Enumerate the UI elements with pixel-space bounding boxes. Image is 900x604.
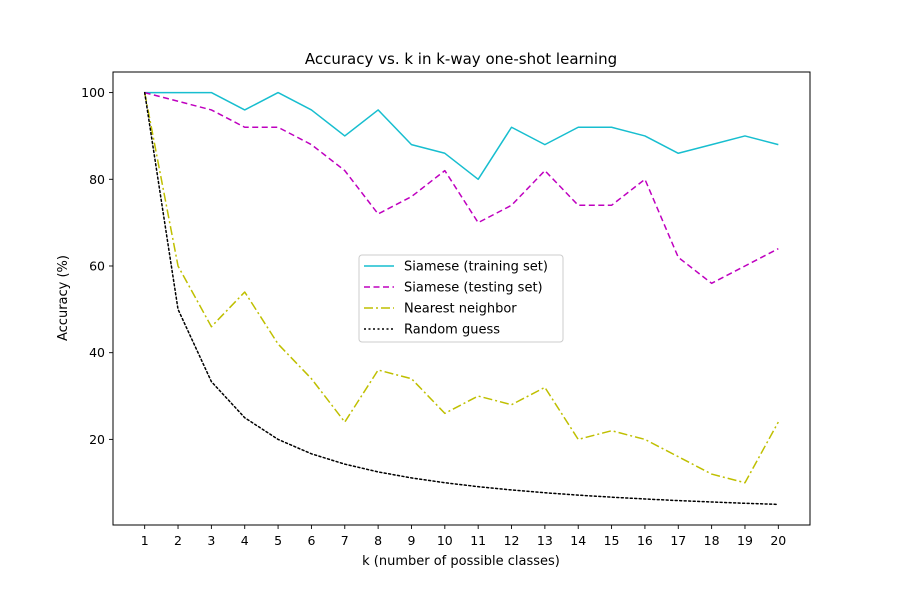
y-tick-label: 40 xyxy=(89,345,105,360)
x-tick-label: 20 xyxy=(770,533,786,548)
ticks-layer: 1 2 3 4 5 6 7 8 9 10 11 12 13 14 15 16 17 18 19 20204060801… xyxy=(81,85,786,548)
x-tick-label: 15 xyxy=(604,533,620,548)
x-tick-label: 12 xyxy=(504,533,520,548)
x-tick-label: 5 xyxy=(274,533,282,548)
y-axis-label: Accuracy (%) xyxy=(56,255,71,341)
x-tick-label: 9 xyxy=(407,533,415,548)
y-tick-label: 20 xyxy=(89,432,105,447)
x-tick-label: 18 xyxy=(704,533,720,548)
x-tick-label: 14 xyxy=(570,533,586,548)
series-line-4 xyxy=(143,91,780,506)
y-tick-label: 60 xyxy=(89,258,105,273)
y-tick-label: 100 xyxy=(81,85,105,100)
series-line-1 xyxy=(144,91,779,181)
y-tick-label: 80 xyxy=(89,172,105,187)
legend: Siamese (training set) Siamese (testing s… xyxy=(358,254,564,343)
chart-title: Accuracy vs. k in k-way one-shot learnin… xyxy=(305,50,617,68)
x-tick-label: 7 xyxy=(341,533,349,548)
x-tick-label: 3 xyxy=(207,533,215,548)
x-tick-label: 19 xyxy=(737,533,753,548)
x-tick-label: 2 xyxy=(174,533,182,548)
x-tick-label: 10 xyxy=(437,533,453,548)
x-tick-label: 11 xyxy=(470,533,486,548)
x-tick-label: 4 xyxy=(241,533,249,548)
x-tick-label: 16 xyxy=(637,533,653,548)
legend-label: Nearest neighbor xyxy=(404,302,517,317)
series-layer xyxy=(143,91,780,506)
legend-box xyxy=(358,254,564,343)
series-line-2 xyxy=(144,91,779,285)
x-tick-label: 17 xyxy=(670,533,686,548)
x-tick-label: 6 xyxy=(307,533,315,548)
x-tick-label: 8 xyxy=(374,533,382,548)
legend-label: Random guess xyxy=(404,323,500,338)
plot-frame xyxy=(112,71,811,526)
legend-label: Siamese (testing set) xyxy=(404,281,543,296)
legend-label: Siamese (training set) xyxy=(404,260,548,275)
x-tick-label: 13 xyxy=(537,533,553,548)
series-line-3 xyxy=(143,92,779,484)
legend-entries: Siamese (training set) Siamese (testing s… xyxy=(364,260,548,338)
x-axis-label: k (number of possible classes) xyxy=(362,554,560,569)
x-tick-label: 1 xyxy=(141,533,149,548)
